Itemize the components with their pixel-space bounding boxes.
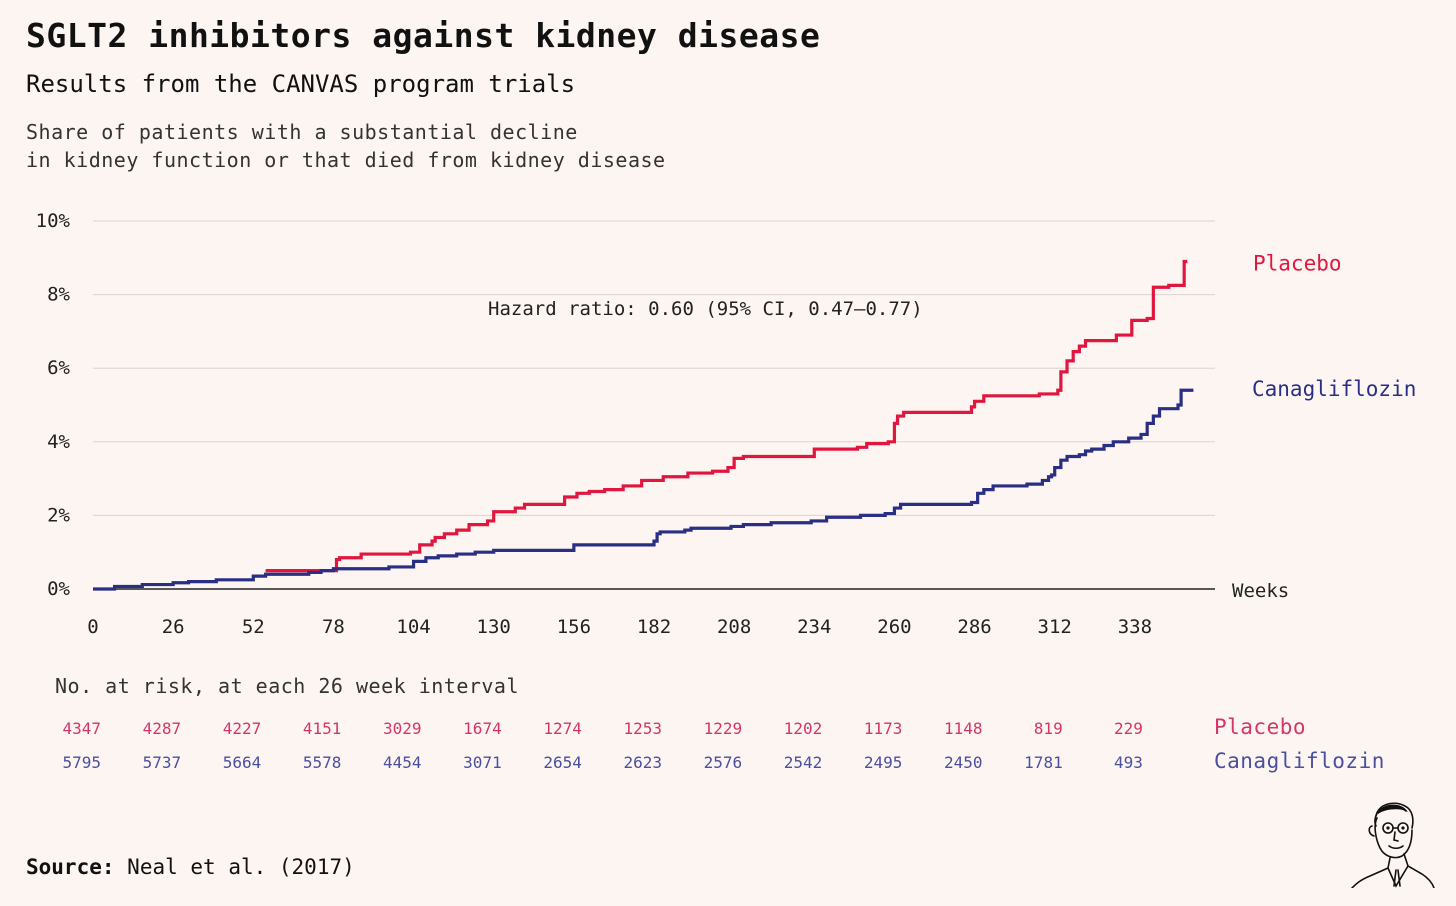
x-tick-label: 52: [242, 616, 265, 638]
risk-count: 4454: [383, 753, 422, 772]
risk-count: 3029: [383, 719, 422, 738]
risk-count: 2542: [783, 753, 823, 772]
source-text: Neal et al. (2017): [127, 855, 355, 879]
risk-count: 1674: [463, 719, 502, 738]
series-labels: Hazard ratio: 0.60 (95% CI, 0.47–0.77) Pl…: [488, 252, 1416, 401]
risk-row-label: Canagliflozin: [1214, 749, 1385, 773]
gridlines: [93, 220, 1215, 590]
y-tick-label: 8%: [47, 284, 70, 306]
risk-count: 3071: [463, 753, 502, 772]
risk-row-label: Placebo: [1214, 715, 1307, 739]
risk-count: 1202: [783, 719, 823, 738]
risk-count: 5737: [142, 753, 182, 772]
caption-line-1: Share of patients with a substantial dec…: [26, 120, 578, 144]
y-tick-label: 4%: [47, 431, 70, 453]
risk-count: 2576: [703, 753, 743, 772]
risk-count: 2450: [944, 753, 983, 772]
risk-count: 4287: [142, 719, 182, 738]
source-note: Source: Neal et al. (2017): [26, 855, 355, 879]
x-tick-label: 104: [396, 616, 430, 638]
x-tick-label: 182: [637, 616, 671, 638]
series-line-canagliflozin: [93, 388, 1194, 591]
risk-row-placebo: 4347 4287 4227 4151 3029 1674 1274 1253 1229 1202…: [0, 715, 1456, 743]
y-tick-label: 6%: [47, 357, 70, 379]
x-tick-label: 338: [1118, 616, 1152, 638]
x-tick-label: 26: [162, 616, 185, 638]
risk-row-canagliflozin: 5795 5737 5664 5578 4454 3071 2654 2623 2576 2542…: [0, 749, 1456, 777]
y-axis-ticks: 0% 2% 4% 6% 8% 10%: [36, 210, 71, 600]
y-tick-label: 0%: [47, 578, 70, 600]
x-tick-label: 234: [797, 616, 831, 638]
x-tick-label: 78: [322, 616, 345, 638]
series-label-placebo: Placebo: [1253, 252, 1342, 276]
risk-count: 229: [1113, 719, 1143, 738]
chart-caption: Share of patients with a substantial dec…: [26, 118, 666, 174]
x-tick-label: 286: [957, 616, 991, 638]
hazard-ratio-annotation: Hazard ratio: 0.60 (95% CI, 0.47–0.77): [488, 298, 923, 320]
risk-count: 2495: [863, 753, 903, 772]
data-series: [93, 259, 1194, 591]
x-tick-label: 312: [1038, 616, 1072, 638]
risk-count: 1148: [944, 719, 983, 738]
x-axis-ticks: 0 26 52 78 104 130 156 182 208 234 260 286 312 338 Wee…: [87, 580, 1289, 638]
risk-count: 493: [1113, 753, 1143, 772]
risk-table-title: No. at risk, at each 26 week interval: [55, 674, 520, 698]
risk-count: 5795: [62, 753, 101, 772]
portrait-sketch-icon: [1351, 802, 1435, 888]
risk-count: 1173: [863, 719, 903, 738]
series-label-canagliflozin: Canagliflozin: [1252, 377, 1416, 401]
chart-title: SGLT2 inhibitors against kidney disease: [26, 16, 821, 55]
y-tick-label: 2%: [47, 504, 70, 526]
risk-count: 4151: [302, 719, 342, 738]
risk-count: 5578: [302, 753, 342, 772]
risk-count: 1253: [623, 719, 662, 738]
risk-count: 819: [1033, 719, 1063, 738]
risk-count: 1781: [1024, 753, 1063, 772]
risk-count: 4227: [222, 719, 262, 738]
y-tick-label: 10%: [36, 210, 71, 232]
chart-subtitle: Results from the CANVAS program trials: [26, 70, 576, 98]
x-tick-label: 260: [877, 616, 911, 638]
series-line-placebo: [265, 259, 1188, 573]
risk-count: 4347: [62, 719, 101, 738]
risk-count: 2623: [623, 753, 662, 772]
source-label: Source:: [26, 855, 115, 879]
x-tick-label: 0: [87, 616, 98, 638]
caption-line-2: in kidney function or that died from kid…: [26, 148, 666, 172]
risk-count: 1229: [703, 719, 743, 738]
x-tick-label: 130: [477, 616, 511, 638]
x-tick-label: 156: [557, 616, 591, 638]
x-tick-label: 208: [717, 616, 751, 638]
risk-count: 1274: [543, 719, 582, 738]
risk-count: 5664: [222, 753, 262, 772]
x-axis-label: Weeks: [1232, 580, 1289, 602]
step-line-chart: 0% 2% 4% 6% 8% 10% 0 26 52 78 104 130 156 182 208 234 2…: [36, 210, 1417, 638]
risk-count: 2654: [543, 753, 582, 772]
